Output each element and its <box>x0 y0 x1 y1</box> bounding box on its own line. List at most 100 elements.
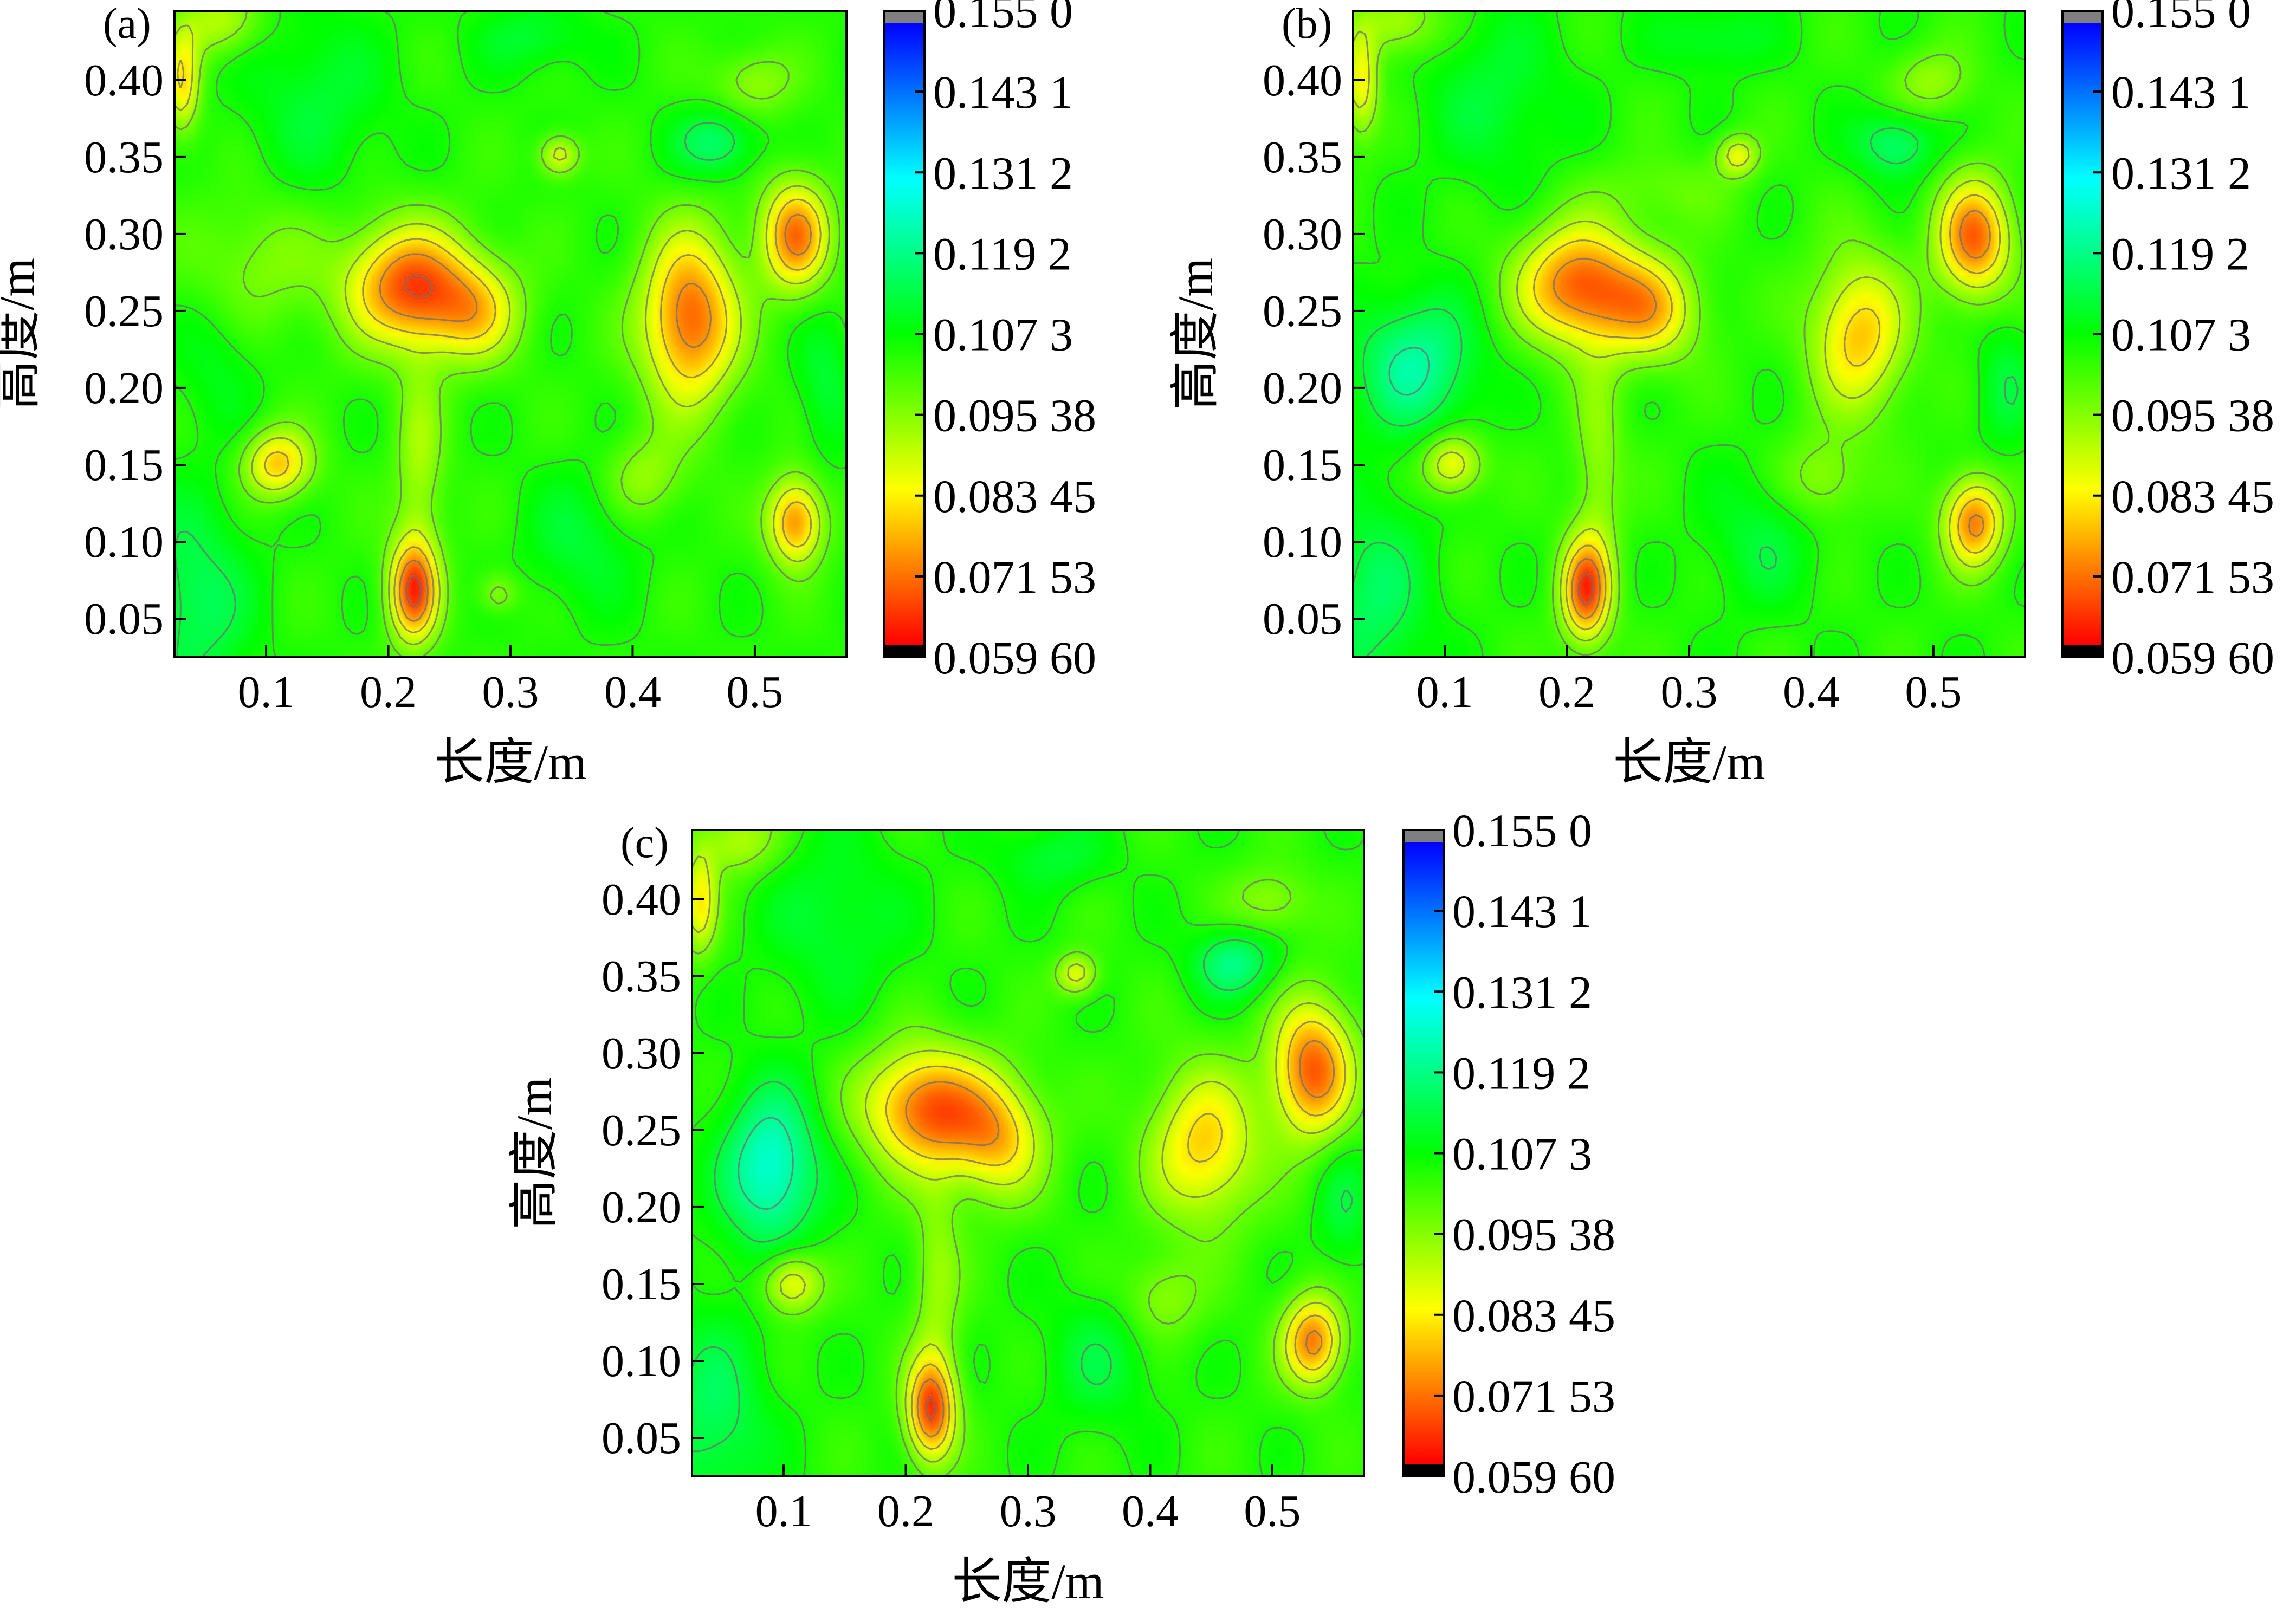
contour-lines <box>173 10 848 658</box>
colorbar-label: 0.071 53 <box>1452 1370 1615 1422</box>
contour-line <box>885 1021 1346 1450</box>
y-tick-label: 0.05 <box>84 594 164 644</box>
y-tick-label: 0.30 <box>1263 209 1342 260</box>
x-tick-label: 0.3 <box>482 667 539 717</box>
colorbar-label: 0.155 0 <box>933 0 1073 37</box>
contour-line <box>691 829 1365 1477</box>
y-axis-title: 高度/m <box>1168 258 1223 410</box>
panel-label: (c) <box>620 819 669 867</box>
colorbar-over-cap <box>1404 830 1444 842</box>
x-tick-label: 0.2 <box>877 1486 934 1536</box>
x-tick-label: 0.1 <box>1417 667 1473 717</box>
colorbar-label: 0.107 3 <box>2111 309 2251 361</box>
x-tick-label: 0.3 <box>1000 1486 1057 1536</box>
contour-line <box>379 213 812 623</box>
contour-line <box>691 829 1365 1477</box>
contour-line <box>174 122 735 658</box>
x-tick-label: 0.4 <box>1122 1486 1179 1536</box>
colorbar-under-cap <box>2062 645 2103 657</box>
x-tick-label: 0.4 <box>604 667 661 717</box>
colorbar-label: 0.131 2 <box>2111 147 2251 199</box>
colorbar-label: 0.155 0 <box>1452 805 1592 857</box>
colorbar-label: 0.095 38 <box>2111 390 2274 442</box>
x-axis-title: 长度/m <box>1613 735 1765 790</box>
y-tick-label: 0.40 <box>84 55 164 106</box>
colorbar-label: 0.119 2 <box>2111 228 2249 280</box>
y-tick-label: 0.25 <box>1263 286 1342 336</box>
colorbar-under-cap <box>884 645 924 657</box>
x-tick-label: 0.3 <box>1661 667 1718 717</box>
y-tick-label: 0.35 <box>84 132 164 183</box>
colorbar: 0.155 0 0.143 1 0.131 2 0.119 2 0.107 3 0.095… <box>1402 805 1615 1503</box>
heatmap-image <box>692 830 1364 1476</box>
colorbar-label: 0.143 1 <box>1452 885 1592 937</box>
y-tick-label: 0.35 <box>602 951 681 1002</box>
colorbar-label: 0.143 1 <box>933 66 1073 118</box>
heatmap-image <box>174 11 846 657</box>
x-axis-title: 长度/m <box>434 735 586 790</box>
y-tick-label: 0.10 <box>1263 517 1342 567</box>
contour-line <box>174 10 840 658</box>
contour-line <box>177 60 822 634</box>
y-tick-label: 0.25 <box>602 1105 681 1156</box>
colorbar-under-cap <box>1404 1464 1444 1476</box>
colorbar-label: 0.071 53 <box>2111 551 2274 603</box>
panel-a: 0.1 0.2 0.3 0.4 0.5 0.05 0.10 0.15 0.20 0.25 0.30 0… <box>0 0 1096 790</box>
colorbar-label: 0.059 60 <box>1452 1451 1615 1503</box>
colorbar: 0.155 0 0.143 1 0.131 2 0.119 2 0.107 3 0.095… <box>2061 0 2274 684</box>
colorbar-label: 0.095 38 <box>1452 1209 1615 1261</box>
y-tick-label: 0.20 <box>1263 363 1342 413</box>
colorbar-label: 0.119 2 <box>1452 1047 1590 1099</box>
x-tick-label: 0.4 <box>1783 667 1840 717</box>
contour-line <box>173 10 848 658</box>
contour-line <box>1352 10 2023 656</box>
y-tick-label: 0.35 <box>1263 132 1342 183</box>
y-tick-label: 0.10 <box>602 1336 681 1386</box>
y-tick-label: 0.15 <box>602 1259 681 1309</box>
contour-lines <box>691 829 1365 1477</box>
panel-label: (a) <box>103 0 151 48</box>
x-axis-title: 长度/m <box>952 1554 1104 1608</box>
contour-line <box>404 275 434 608</box>
colorbar-label: 0.143 1 <box>2111 66 2251 118</box>
contour-line <box>924 1396 936 1421</box>
y-tick-label: 0.20 <box>602 1182 681 1233</box>
y-tick-label: 0.20 <box>84 363 164 413</box>
y-tick-label: 0.05 <box>602 1413 681 1463</box>
contour-line <box>1353 10 2026 658</box>
y-tick-label: 0.25 <box>84 286 164 336</box>
colorbar-label: 0.107 3 <box>1452 1128 1592 1180</box>
colorbar-label: 0.119 2 <box>933 228 1071 280</box>
colorbar-label: 0.083 45 <box>2111 470 2274 522</box>
colorbar-label: 0.131 2 <box>933 147 1073 199</box>
y-tick-label: 0.05 <box>1263 594 1342 644</box>
y-tick-label: 0.40 <box>602 874 681 925</box>
y-tick-label: 0.40 <box>1263 55 1342 106</box>
y-tick-label: 0.15 <box>84 440 164 490</box>
contour-line <box>1352 30 2010 642</box>
colorbar-label: 0.059 60 <box>933 632 1096 684</box>
contour-line <box>691 939 1353 1453</box>
heatmap-image <box>1353 11 2025 657</box>
x-tick-label: 0.5 <box>726 667 783 717</box>
panel-label: (b) <box>1282 0 1332 48</box>
y-axis-title: 高度/m <box>0 258 44 410</box>
contour-line <box>691 855 1357 1463</box>
colorbar-label: 0.131 2 <box>1452 966 1592 1018</box>
y-tick-label: 0.30 <box>602 1028 681 1079</box>
contour-line <box>173 24 830 646</box>
contour-line <box>905 1040 1335 1438</box>
x-tick-label: 0.1 <box>755 1486 812 1536</box>
x-tick-label: 0.2 <box>360 667 417 717</box>
x-tick-label: 0.5 <box>1244 1486 1301 1536</box>
colorbar-label: 0.083 45 <box>933 470 1096 522</box>
panel-c: 0.1 0.2 0.3 0.4 0.5 0.05 0.10 0.15 0.20 0.25 0.30 0… <box>507 805 1615 1608</box>
colorbar-over-cap <box>884 11 924 23</box>
contour-line <box>1532 194 2001 631</box>
contour-line <box>1577 573 1594 606</box>
colorbar: 0.155 0 0.143 1 0.131 2 0.119 2 0.107 3 0.095… <box>883 0 1096 684</box>
colorbar-label: 0.155 0 <box>2111 0 2251 37</box>
colorbar-label: 0.107 3 <box>933 309 1073 361</box>
y-axis-title: 高度/m <box>507 1077 562 1229</box>
x-tick-label: 0.2 <box>1538 667 1595 717</box>
